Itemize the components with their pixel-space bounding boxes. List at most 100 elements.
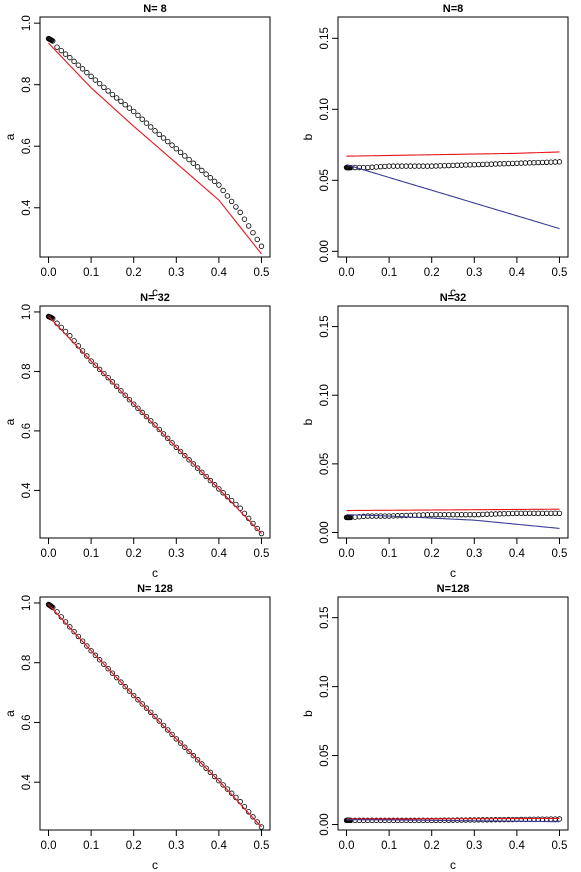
x-tick-label: 0.5 <box>253 267 269 279</box>
data-point <box>254 819 260 825</box>
data-point <box>58 614 64 620</box>
y-axis-label: a <box>3 418 17 425</box>
blue-curve-series <box>346 164 560 230</box>
x-axis-label: c <box>152 285 158 299</box>
data-point <box>79 638 86 644</box>
x-tick-label: 0.3 <box>466 267 482 279</box>
data-point <box>156 718 162 724</box>
data-point <box>182 452 188 459</box>
data-point <box>165 435 171 442</box>
data-point <box>250 814 256 820</box>
panel-title: N= 8 <box>143 3 167 15</box>
data-point <box>105 665 111 672</box>
data-point <box>186 457 192 463</box>
data-point <box>169 440 175 446</box>
data-point <box>254 236 260 243</box>
data-point <box>130 401 137 407</box>
y-tick-label: 0.00 <box>319 240 331 262</box>
x-tick-label: 0.1 <box>83 840 99 852</box>
data-point <box>84 643 90 649</box>
data-point <box>207 175 214 181</box>
data-point <box>233 204 239 210</box>
plot-frame <box>39 596 271 831</box>
y-tick-label: 0.4 <box>21 482 33 499</box>
y-axis-label: a <box>3 133 17 140</box>
data-point <box>207 477 214 484</box>
data-point <box>58 47 64 54</box>
data-point <box>177 149 184 156</box>
data-point <box>199 469 205 475</box>
data-point <box>148 124 154 130</box>
data-point <box>224 786 231 792</box>
data-point <box>54 44 60 50</box>
data-point <box>67 54 73 61</box>
x-tick-label: 0.1 <box>381 267 397 279</box>
data-point <box>220 187 226 194</box>
red-curve-series <box>48 316 262 534</box>
data-point <box>254 525 260 532</box>
data-point <box>211 482 218 488</box>
data-point <box>258 530 265 537</box>
y-tick-label: 0.8 <box>21 655 33 671</box>
data-point <box>126 105 133 111</box>
data-point <box>105 374 111 381</box>
data-point <box>216 778 222 784</box>
data-point <box>122 392 128 398</box>
data-point <box>220 490 226 496</box>
x-tick-label: 0.0 <box>339 267 355 279</box>
data-point <box>71 58 77 65</box>
data-point <box>109 670 116 676</box>
panel-title: N=128 <box>437 583 470 595</box>
data-point <box>207 769 214 776</box>
x-tick-label: 0.3 <box>466 840 482 852</box>
x-axis-label: c <box>152 858 158 872</box>
data-point <box>165 727 171 733</box>
x-tick-label: 0.5 <box>551 840 567 852</box>
x-tick-label: 0.3 <box>168 548 184 560</box>
data-point <box>118 388 124 394</box>
data-point <box>173 444 179 450</box>
data-point <box>224 493 231 500</box>
data-point <box>130 108 137 115</box>
y-tick-label: 0.15 <box>319 606 331 628</box>
point-series <box>45 35 265 249</box>
data-point <box>62 619 69 625</box>
panel-3: N= 32 0.0 0.1 0.2 0.3 0.4 0.5 0.4 0.6 0.8 1.0 c a <box>3 292 271 580</box>
x-tick-label: 0.5 <box>551 267 567 279</box>
data-point <box>258 824 265 830</box>
data-point <box>122 101 128 108</box>
data-point <box>224 193 231 199</box>
data-point <box>109 91 116 98</box>
panel-4: N=32 0.0 0.1 0.2 0.3 0.4 0.5 0.00 0.05 0.10 0.15 c b <box>301 292 569 580</box>
point-series <box>45 601 265 830</box>
data-point <box>220 782 226 788</box>
data-point <box>216 182 222 188</box>
y-tick-label: 0.00 <box>319 813 331 835</box>
data-point <box>160 135 167 141</box>
x-tick-label: 0.0 <box>339 840 355 852</box>
data-point <box>92 77 99 83</box>
y-axis-label: b <box>301 710 315 717</box>
data-point <box>148 709 154 716</box>
data-point <box>126 396 133 403</box>
data-point <box>160 431 167 437</box>
x-tick-label: 0.1 <box>83 548 99 560</box>
data-point <box>75 62 82 68</box>
panel-1: N= 8 0.0 0.1 0.2 0.3 0.4 0.5 0.4 0.6 0.8 1.0 c a <box>3 3 271 299</box>
x-tick-label: 0.3 <box>168 267 184 279</box>
x-tick-label: 0.4 <box>509 548 526 560</box>
data-point <box>109 379 116 385</box>
data-point <box>84 353 90 359</box>
plot-frame <box>337 16 569 258</box>
red-curve-series <box>48 604 262 828</box>
data-point <box>50 38 56 44</box>
red-curve-series <box>346 817 560 820</box>
data-point <box>228 790 235 796</box>
data-point <box>250 229 256 236</box>
data-point <box>113 383 120 390</box>
y-tick-label: 0.8 <box>21 363 33 379</box>
data-point <box>88 73 94 80</box>
y-tick-label: 0.05 <box>319 453 331 475</box>
data-point <box>177 448 184 455</box>
x-tick-label: 0.2 <box>424 548 440 560</box>
